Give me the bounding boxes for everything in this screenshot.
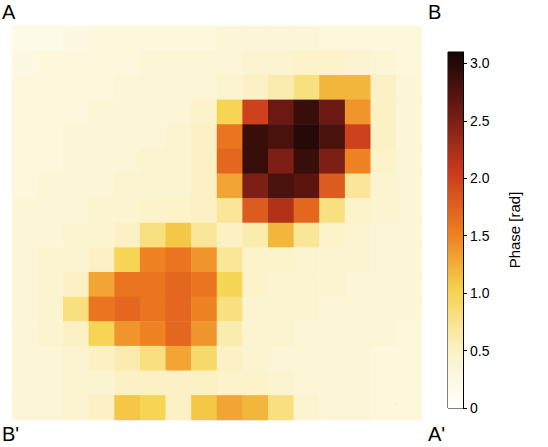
svg-text:0.5: 0.5 [470,343,490,359]
svg-text:A': A' [428,423,445,445]
svg-text:0: 0 [470,400,478,416]
svg-text:B: B [428,1,441,23]
svg-text:A: A [2,1,16,23]
svg-text:Phase [rad]: Phase [rad] [506,192,523,269]
svg-text:3.0: 3.0 [470,55,490,71]
svg-text:2.0: 2.0 [470,170,490,186]
svg-text:1.5: 1.5 [470,228,490,244]
svg-text:1.0: 1.0 [470,285,490,301]
svg-text:2.5: 2.5 [470,113,490,129]
svg-text:B': B' [2,423,19,445]
